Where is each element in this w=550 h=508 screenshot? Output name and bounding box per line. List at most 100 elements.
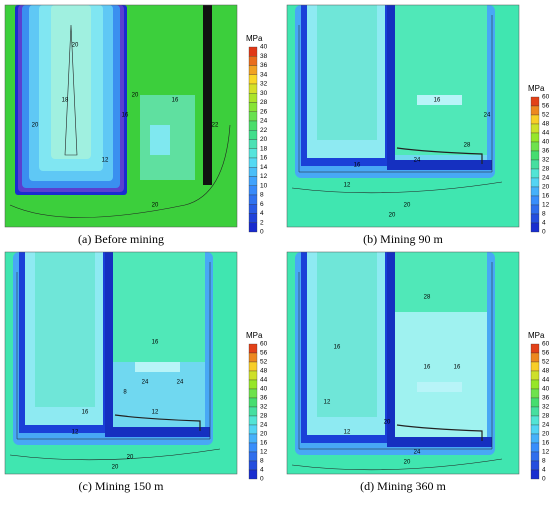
colorbar-swatch <box>530 388 540 399</box>
colorbar-swatch <box>248 213 258 223</box>
colorbar-label: 36 <box>542 148 550 155</box>
caption: (c) Mining 150 m <box>79 479 165 493</box>
contour-label: 8 <box>123 390 127 396</box>
colorbar-label: 48 <box>542 368 550 375</box>
colorbar-swatch <box>248 397 258 408</box>
colorbar-label: 44 <box>260 377 268 384</box>
contour-label: 16 <box>82 410 89 416</box>
contour-line <box>9 124 231 218</box>
roadway <box>387 252 395 447</box>
frame <box>286 251 520 475</box>
colorbar-swatch <box>530 406 540 417</box>
contour-label: 20 <box>127 455 134 461</box>
colorbar-swatch <box>530 415 540 426</box>
colorbar-label: 12 <box>260 449 268 456</box>
colorbar-swatch <box>530 424 540 435</box>
colorbar-label: 48 <box>260 368 268 375</box>
colorbar-swatch <box>530 195 540 206</box>
colorbar-swatch <box>530 204 540 215</box>
colorbar-label: 0 <box>542 476 546 483</box>
colorbar-swatch <box>248 148 258 159</box>
contour-label: 18 <box>62 98 69 104</box>
colorbar-label: 24 <box>260 422 268 429</box>
colorbar-label: 40 <box>260 386 268 393</box>
colorbar-label: 4 <box>260 210 264 217</box>
contour-label: 16 <box>172 98 179 104</box>
colorbar-swatch <box>248 343 258 354</box>
contour-line <box>396 424 483 441</box>
colorbar-label: 36 <box>260 395 268 402</box>
colorbar-label: 32 <box>542 157 550 164</box>
colorbar-label: 28 <box>542 413 550 420</box>
colorbar-label: 52 <box>260 359 268 366</box>
colorbar-swatch <box>530 168 540 179</box>
zone <box>417 382 462 392</box>
contour-label: 16 <box>122 113 129 119</box>
colorbar-label: 52 <box>542 112 550 119</box>
colorbar-label: 44 <box>542 377 550 384</box>
panel: 201616122420281612MPa6056524844403632282… <box>286 251 550 493</box>
colorbar-label: 32 <box>542 404 550 411</box>
contour-label: 20 <box>152 203 159 209</box>
colorbar-swatch <box>530 370 540 381</box>
colorbar-swatch <box>530 379 540 390</box>
colorbar-label: 4 <box>542 467 546 474</box>
zone <box>395 5 487 155</box>
zone <box>135 362 180 372</box>
roadway <box>387 160 492 170</box>
colorbar-label: 32 <box>260 404 268 411</box>
colorbar-swatch <box>530 469 540 480</box>
colorbar-swatch <box>248 451 258 462</box>
colorbar-swatch <box>248 204 258 214</box>
roadway <box>203 5 212 185</box>
frame <box>4 4 238 228</box>
colorbar-swatch <box>530 222 540 233</box>
colorbar-label: 24 <box>260 118 268 125</box>
caption: (d) Mining 360 m <box>360 479 446 493</box>
contour-label: 20 <box>389 213 396 219</box>
frame <box>286 4 520 228</box>
colorbar-label: 36 <box>542 395 550 402</box>
caption: (b) Mining 90 m <box>363 232 443 246</box>
colorbar-swatch <box>248 352 258 363</box>
colorbar-swatch <box>248 442 258 453</box>
panel: 1616122420202824MPa605652484440363228242… <box>286 4 550 246</box>
unit-label: MPa <box>246 34 263 43</box>
colorbar-label: 12 <box>260 173 268 180</box>
colorbar-swatch <box>530 114 540 125</box>
contour-line <box>64 24 78 156</box>
colorbar-label: 26 <box>260 108 268 115</box>
colorbar-label: 52 <box>542 359 550 366</box>
colorbar-label: 24 <box>542 175 550 182</box>
colorbar-label: 0 <box>260 229 264 236</box>
colorbar-swatch <box>530 442 540 453</box>
contour-label: 16 <box>454 365 461 371</box>
colorbar-label: 16 <box>260 440 268 447</box>
zone <box>317 252 377 417</box>
frame <box>4 251 238 475</box>
contour-label: 12 <box>324 400 331 406</box>
contour-label: 12 <box>344 183 351 189</box>
colorbar-swatch <box>248 130 258 140</box>
colorbar-label: 2 <box>260 219 264 226</box>
colorbar-swatch <box>530 352 540 363</box>
contour-line <box>298 262 493 450</box>
contour-line <box>9 448 221 461</box>
colorbar-label: 8 <box>542 458 546 465</box>
contour-label: 16 <box>152 340 159 346</box>
colorbar-label: 24 <box>542 422 550 429</box>
colorbar-swatch <box>530 177 540 188</box>
colorbar-label: 6 <box>260 201 264 208</box>
colorbar-swatch <box>248 56 258 66</box>
colorbar-swatch <box>248 120 258 131</box>
colorbar-swatch <box>248 370 258 381</box>
zone <box>395 252 487 312</box>
colorbar-swatch <box>530 451 540 462</box>
zone <box>35 252 95 407</box>
colorbar-label: 38 <box>260 53 268 60</box>
colorbar-label: 20 <box>542 431 550 438</box>
contour-line <box>291 181 503 194</box>
colorbar-label: 60 <box>260 341 268 348</box>
colorbar-swatch <box>248 83 258 94</box>
